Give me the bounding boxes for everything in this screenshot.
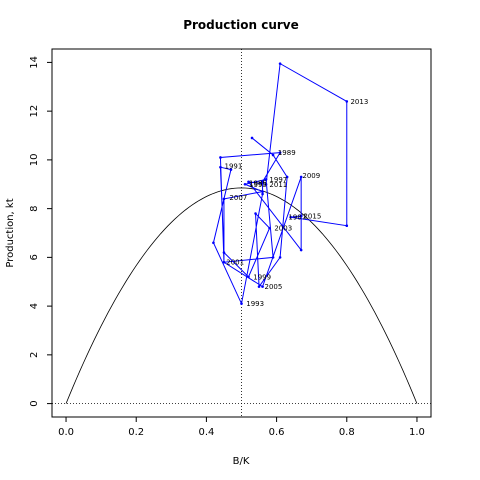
data-point-3 [278,256,282,259]
chart-title: Production curve [183,18,299,32]
data-point-31 [345,224,349,227]
data-point-16 [219,156,222,159]
data-point-11 [212,241,215,245]
year-label-2009: 2009 [302,172,320,180]
data-point-30 [345,100,349,103]
data-point-28 [264,182,268,186]
year-label-1995: 1995 [249,181,267,189]
year-label-2007: 2007 [229,194,247,202]
data-point-29 [278,62,282,65]
data-point-6 [268,226,271,230]
data-point-12 [240,302,243,305]
year-label-2011: 2011 [269,181,287,189]
data-point-5 [254,212,257,215]
data-point-24 [261,285,264,288]
y-tick-label-3: 6 [29,254,40,260]
data-point-8 [222,251,226,254]
data-point-20 [243,182,247,186]
y-tick-label-1: 2 [29,352,40,358]
data-point-18 [271,256,275,259]
data-point-19 [264,178,268,181]
trajectory-series [212,62,349,306]
year-label-2005: 2005 [265,283,283,291]
x-tick-label-2: 0.4 [198,427,214,438]
y-tick-label-5: 10 [29,154,40,167]
y-tick-label-0: 0 [29,400,40,406]
data-point-32 [289,215,292,219]
year-label-1997: 1997 [269,176,287,184]
x-tick-label-1: 0.2 [128,427,144,438]
y-tick-label-7: 14 [29,56,40,69]
year-label-1993: 1993 [246,300,264,308]
year-label-1999: 1999 [253,273,271,281]
production-curve-line [65,187,418,404]
data-point-14 [261,180,264,184]
data-point-10 [229,168,233,171]
data-point-1 [271,153,275,157]
data-point-7 [247,275,250,279]
data-point-34 [299,214,303,218]
year-label-1985: 1985 [249,180,267,188]
x-axis-title: B/K [233,456,250,467]
year-label-1991: 1991 [224,162,242,170]
year-label-2001: 2001 [226,259,244,267]
data-point-21 [261,190,264,193]
series-line-0 [212,62,348,306]
x-tick-label-3: 0.6 [269,427,285,438]
plot-frame [51,48,432,418]
y-tick-label-4: 8 [29,205,40,211]
year-label-1989: 1989 [278,149,296,157]
data-point-27 [247,180,250,184]
data-point-13 [261,192,264,196]
reference-lines [52,49,431,417]
y-tick-label-2: 4 [29,303,40,309]
x-tick-label-4: 0.8 [339,427,355,438]
data-point-26 [299,248,303,252]
data-point-2 [285,175,289,179]
x-tick-label-5: 1.0 [409,427,425,438]
y-tick-label-6: 12 [29,105,40,118]
year-label-1987: 1987 [288,214,306,222]
data-point-22 [222,197,226,201]
y-axis-title: Production, kt [5,198,16,267]
year-label-2003: 2003 [274,225,292,233]
data-point-23 [222,260,226,264]
year-label-2015: 2015 [303,212,321,220]
data-point-25 [299,175,303,179]
data-point-9 [219,165,222,169]
production-curve [65,187,418,404]
data-point-15 [278,151,282,154]
year-label-2013: 2013 [350,98,368,106]
x-tick-label-0: 0.0 [58,427,74,438]
data-point-4 [257,285,261,288]
data-point-0 [250,136,254,140]
axes: 0.0 0.2 0.4 0.6 0.8 1.0 0 2 4 6 8 10 12 14 [29,56,425,438]
